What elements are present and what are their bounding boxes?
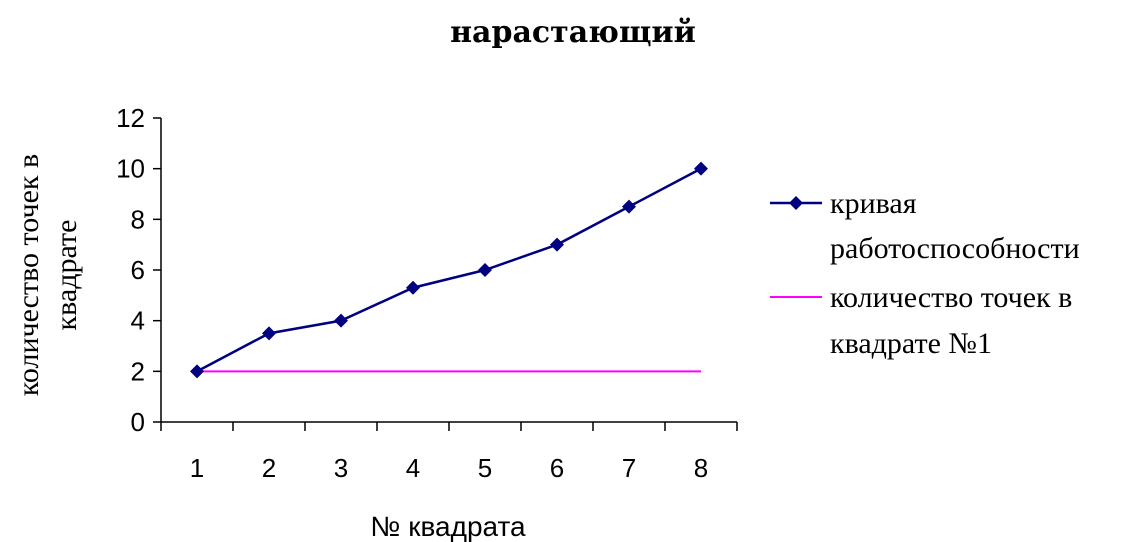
x-tick-label: 4 (406, 453, 420, 483)
data-point-marker (406, 280, 420, 295)
data-point-marker (190, 364, 204, 379)
y-tick-label: 12 (116, 103, 145, 133)
series-layer (190, 161, 708, 379)
y-tick-label: 2 (131, 356, 145, 386)
legend: кривая работоспособности количество точе… (770, 187, 1080, 360)
legend-item-series-1: кривая работоспособности (770, 187, 1080, 265)
data-point-marker (694, 161, 708, 176)
y-tick-label: 4 (131, 306, 145, 336)
x-tick-label: 3 (334, 453, 348, 483)
y-tick-label: 8 (131, 204, 145, 234)
y-axis-ticks: 0 2 4 6 8 10 12 (116, 103, 161, 437)
y-axis-title: количество точек в квадрате (12, 154, 83, 396)
x-tick-label: 5 (478, 453, 492, 483)
x-tick-label: 2 (262, 453, 276, 483)
data-point-marker (478, 263, 492, 277)
x-tick-label: 1 (190, 453, 204, 483)
legend-label-series-1-line-1: кривая (830, 187, 917, 220)
legend-label-series-1-line-2: работоспособности (830, 232, 1080, 265)
y-axis-title-line-2: квадрате (50, 220, 83, 331)
chart-title: нарастающий (450, 15, 696, 50)
legend-diamond-marker-icon (789, 196, 803, 210)
x-axis-ticks: 1 2 3 4 5 6 7 8 (160, 422, 738, 483)
data-point-marker (334, 313, 348, 328)
series-line-1 (196, 167, 702, 373)
y-tick-label: 6 (131, 255, 145, 285)
y-tick-label: 10 (116, 154, 145, 184)
x-tick-label: 8 (694, 453, 708, 483)
x-tick-label: 6 (550, 453, 564, 483)
x-tick-label: 7 (622, 453, 636, 483)
x-axis-title: № квадрата (370, 511, 526, 542)
data-point-marker (550, 237, 564, 252)
data-point-marker (262, 326, 276, 341)
legend-label-series-2-line-1: количество точек в (830, 281, 1072, 314)
y-axis-title-line-1: количество точек в (12, 154, 45, 396)
legend-item-series-2: количество точек в квадрате №1 (770, 281, 1072, 360)
legend-label-series-2-line-2: квадрате №1 (830, 327, 992, 360)
data-point-marker (622, 199, 636, 214)
y-tick-label: 0 (131, 407, 145, 437)
